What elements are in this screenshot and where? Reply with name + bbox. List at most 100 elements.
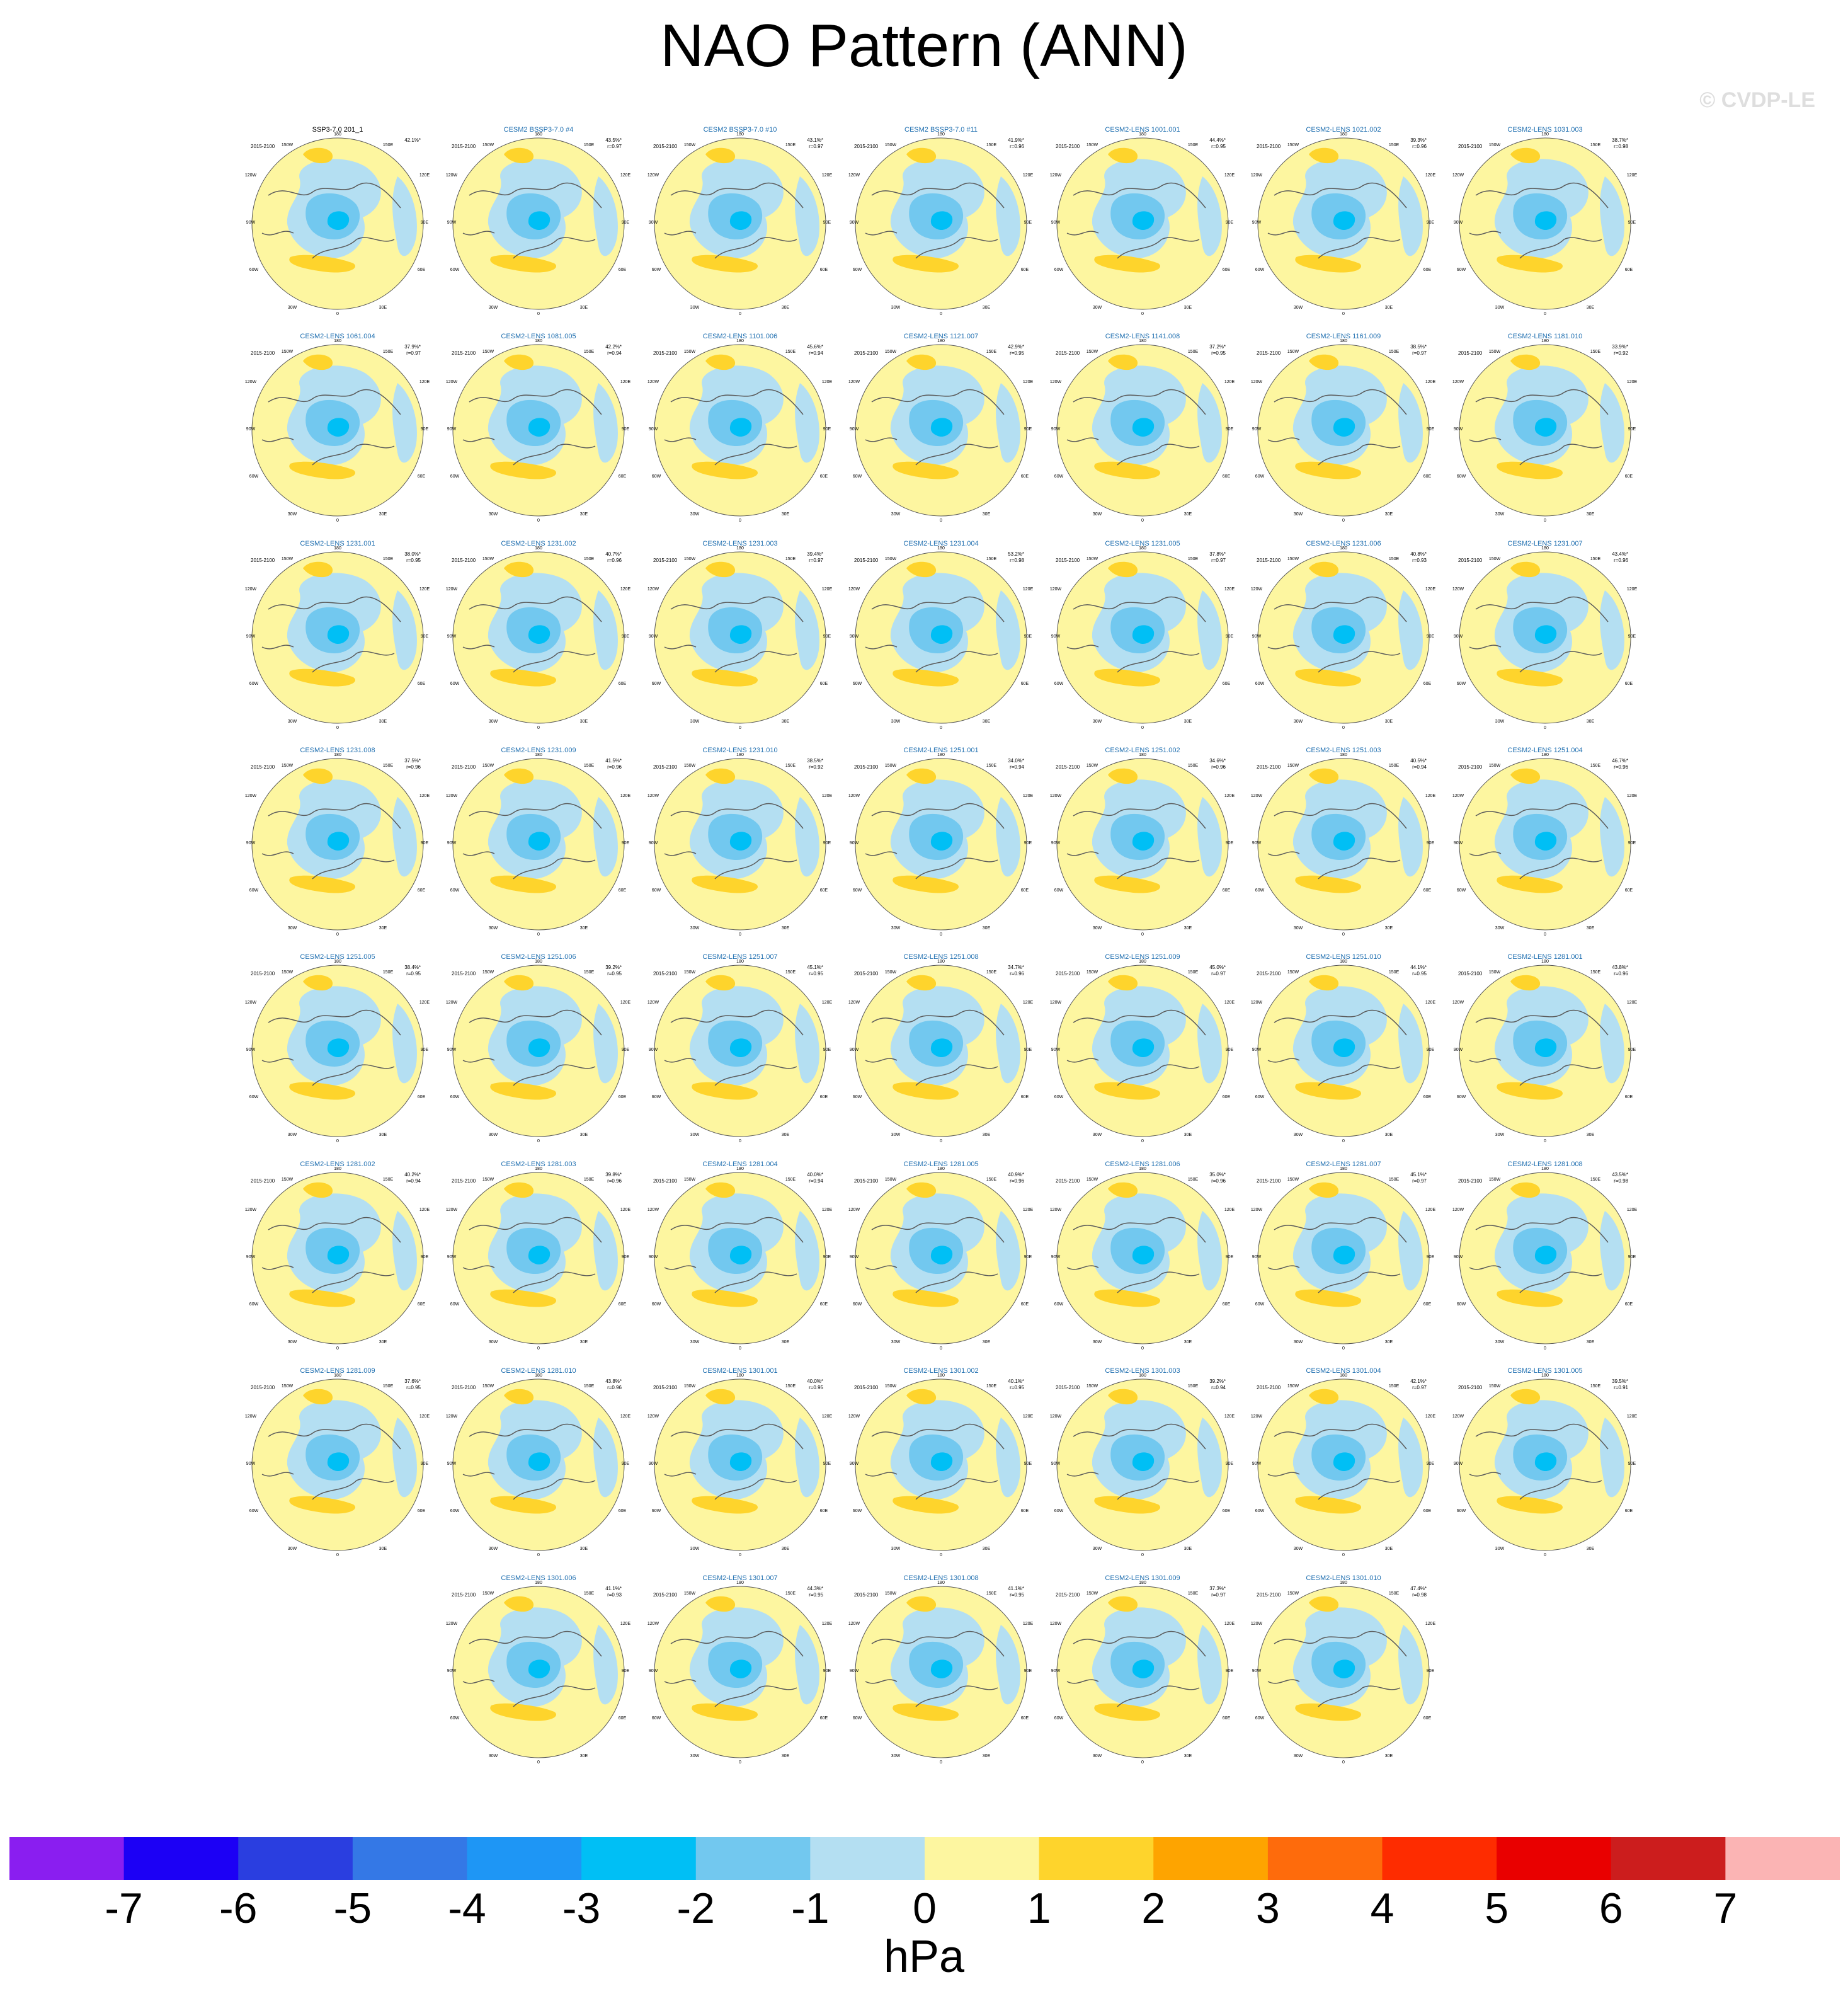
map-lon-label: 0: [739, 1346, 741, 1351]
map-lon-label: 120W: [1050, 1208, 1062, 1212]
panel-period: 2015-2100: [452, 971, 476, 977]
panel-period: 2015-2100: [854, 144, 879, 149]
contour-region: [1510, 768, 1541, 784]
panel-title: CESM2-LENS 1141.008: [1105, 333, 1180, 340]
contour-region: [1333, 418, 1355, 437]
coastline: [1066, 803, 1206, 880]
map-lon-label: 30W: [1093, 1754, 1102, 1758]
map-lon-label: 180: [334, 1167, 341, 1171]
map-lon-label: 0: [336, 312, 339, 316]
map-lon-label: 90E: [823, 841, 831, 845]
map-lon-label: 90W: [1454, 634, 1463, 639]
panel-period: 2015-2100: [1458, 971, 1483, 977]
map-lon-label: 60W: [450, 268, 460, 272]
map-lon-label: 90E: [823, 427, 831, 432]
map-lon-label: 30E: [983, 926, 991, 931]
panel-period: 2015-2100: [452, 144, 476, 149]
panel-variance-explained: 42.1%*: [404, 137, 421, 143]
panel-title: CESM2-LENS 1301.005: [1507, 1367, 1583, 1375]
map-lon-label: 150E: [986, 1177, 997, 1182]
panel-period: 2015-2100: [1056, 1178, 1080, 1184]
map-lon-label: 30W: [489, 512, 498, 517]
map-border: [1257, 965, 1430, 1137]
map-lon-label: 60E: [820, 1095, 828, 1099]
contour-region: [392, 383, 417, 463]
map-lon-label: 90E: [1427, 841, 1435, 845]
map-lon-label: 120W: [446, 1000, 458, 1005]
panel-title: CESM2-LENS 1231.004: [903, 540, 979, 547]
map-lon-label: 60W: [1255, 682, 1265, 686]
contour-region: [1600, 797, 1624, 877]
map-lon-label: 90W: [1252, 427, 1262, 432]
map-lon-label: 150E: [1389, 1177, 1400, 1182]
panel-variance-explained: 40.1%*: [1008, 1378, 1024, 1384]
map-lon-label: 90E: [1024, 1048, 1032, 1052]
contour-region: [1333, 1038, 1355, 1058]
panel-title: CESM2-LENS 1301.002: [903, 1367, 979, 1375]
map-lon-label: 180: [1139, 1167, 1146, 1171]
map-panel: 180 0 150W 150E 120W 120E 90W 90E 60W 60E 30W 30E CE…: [1048, 1574, 1237, 1767]
map-border: [452, 758, 625, 931]
map-lon-label: 120W: [245, 173, 257, 178]
contour-region: [795, 590, 819, 670]
map-lon-label: 60W: [249, 682, 259, 686]
panel-variance-explained: 37.8%*: [1209, 551, 1226, 557]
contour-region: [1094, 875, 1161, 893]
coastline: [1066, 182, 1206, 259]
contour-region: [795, 1418, 819, 1498]
map-lon-label: 30W: [288, 306, 297, 310]
map-lon-label: 150E: [1389, 143, 1400, 147]
panel-period: 2015-2100: [854, 764, 879, 770]
map-lon-label: 60W: [853, 682, 862, 686]
panel-variance-explained: 37.6%*: [404, 1378, 421, 1384]
contour-region: [996, 1211, 1020, 1291]
panel-variance-explained: 34.6%*: [1209, 758, 1226, 764]
map-lon-label: 60E: [418, 888, 426, 893]
panel-variance-explained: 37.3%*: [1209, 1586, 1226, 1591]
map-lon-label: 150E: [1188, 1384, 1199, 1389]
map-lon-label: 60E: [1021, 682, 1029, 686]
contour-region: [930, 1246, 953, 1265]
map-lon-label: 60W: [249, 1095, 259, 1099]
map-lon-label: 120E: [620, 173, 631, 178]
map-lon-label: 180: [736, 339, 744, 343]
map-lon-label: 30W: [288, 719, 297, 724]
polar-map: 180 0 150W 150E 120W 120E 90W 90E 60W 60E 30W 30E: [245, 1373, 430, 1557]
contour-region: [490, 461, 557, 479]
map-lon-label: 150E: [1590, 557, 1601, 561]
map-lon-label: 150W: [885, 143, 897, 147]
contour-region: [392, 1211, 417, 1291]
contour-region: [1094, 668, 1161, 687]
map-border: [251, 1378, 424, 1551]
panel-title: CESM2-LENS 1251.008: [903, 953, 979, 961]
panel-variance-explained: 38.0%*: [404, 551, 421, 557]
map-lon-label: 60W: [1054, 1302, 1064, 1307]
panel-period: 2015-2100: [854, 1385, 879, 1390]
panel-variance-explained: 43.5%*: [605, 137, 622, 143]
contour-region: [1108, 975, 1138, 991]
map-lon-label: 150E: [785, 970, 796, 975]
map-lon-label: 60E: [1223, 1302, 1231, 1307]
polar-map: 180 0 150W 150E 120W 120E 90W 90E 60W 60E 30W 30E: [647, 132, 833, 316]
map-lon-label: 60W: [1255, 1716, 1265, 1721]
map-lon-label: 90W: [850, 841, 859, 845]
map-lon-label: 30W: [690, 1754, 700, 1758]
panel-period: 2015-2100: [854, 558, 879, 563]
map-lon-label: 30E: [782, 1547, 790, 1551]
map-lon-label: 60W: [1457, 268, 1466, 272]
map-lon-label: 30E: [1184, 1547, 1192, 1551]
map-lon-label: 180: [937, 132, 945, 137]
contour-region: [593, 1625, 618, 1705]
map-lon-label: 0: [336, 1346, 339, 1351]
panel-title: CESM2-LENS 1251.009: [1105, 953, 1180, 961]
map-lon-label: 120W: [1251, 1414, 1263, 1419]
map-lon-label: 90E: [1024, 1462, 1032, 1466]
map-border: [1056, 1378, 1229, 1551]
map-lon-label: 150E: [584, 970, 595, 975]
map-lon-label: 0: [1342, 726, 1345, 730]
polar-map: 180 0 150W 150E 120W 120E 90W 90E 60W 60E 30W 30E: [446, 1167, 631, 1351]
map-lon-label: 180: [937, 1167, 945, 1171]
contour-region: [1600, 590, 1624, 670]
panel-title: CESM2-LENS 1101.006: [702, 333, 778, 340]
map-lon-label: 30W: [489, 719, 498, 724]
